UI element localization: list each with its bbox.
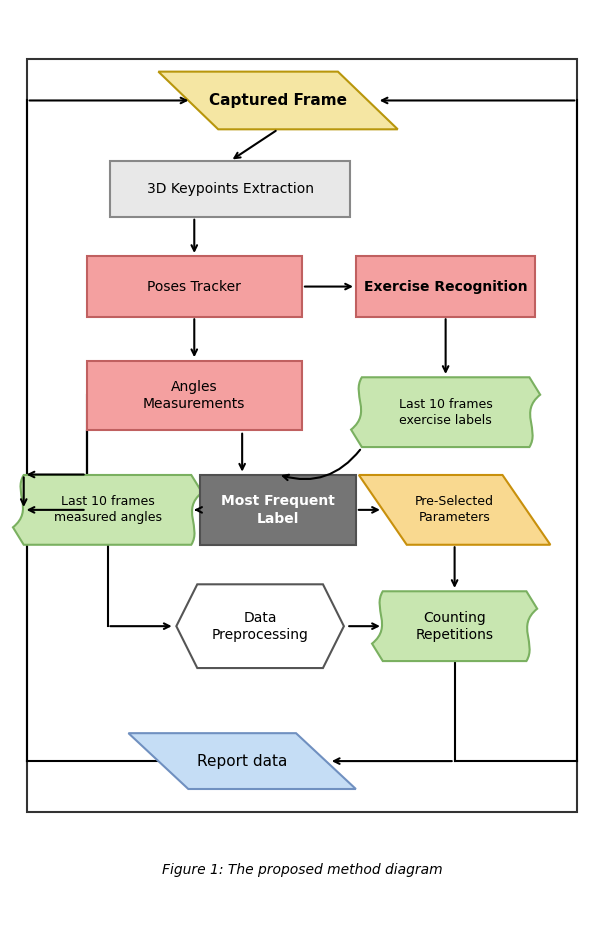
Text: Angles
Measurements: Angles Measurements (143, 380, 245, 411)
Bar (27, 59, 577, 812)
Bar (86, 360, 302, 431)
Text: Data
Preprocessing: Data Preprocessing (211, 610, 309, 642)
Text: Most Frequent
Label: Most Frequent Label (221, 494, 335, 525)
Text: Poses Tracker: Poses Tracker (147, 280, 241, 294)
Polygon shape (158, 72, 398, 129)
Bar (201, 475, 356, 545)
Text: Report data: Report data (197, 753, 288, 768)
Text: Captured Frame: Captured Frame (209, 93, 347, 108)
PathPatch shape (13, 475, 202, 545)
Text: 3D Keypoints Extraction: 3D Keypoints Extraction (147, 182, 313, 196)
PathPatch shape (372, 592, 537, 661)
Text: Exercise Recognition: Exercise Recognition (364, 280, 527, 294)
Polygon shape (129, 733, 356, 789)
Text: Last 10 frames
exercise labels: Last 10 frames exercise labels (399, 398, 492, 427)
Bar (86, 256, 302, 316)
Bar (356, 256, 535, 316)
Bar (111, 161, 350, 217)
Polygon shape (359, 475, 550, 545)
Text: Last 10 frames
measured angles: Last 10 frames measured angles (54, 495, 161, 524)
Text: Counting
Repetitions: Counting Repetitions (416, 610, 493, 642)
Text: Pre-Selected
Parameters: Pre-Selected Parameters (415, 495, 494, 524)
Polygon shape (176, 584, 344, 668)
Text: Figure 1: The proposed method diagram: Figure 1: The proposed method diagram (162, 863, 442, 877)
PathPatch shape (351, 377, 540, 447)
